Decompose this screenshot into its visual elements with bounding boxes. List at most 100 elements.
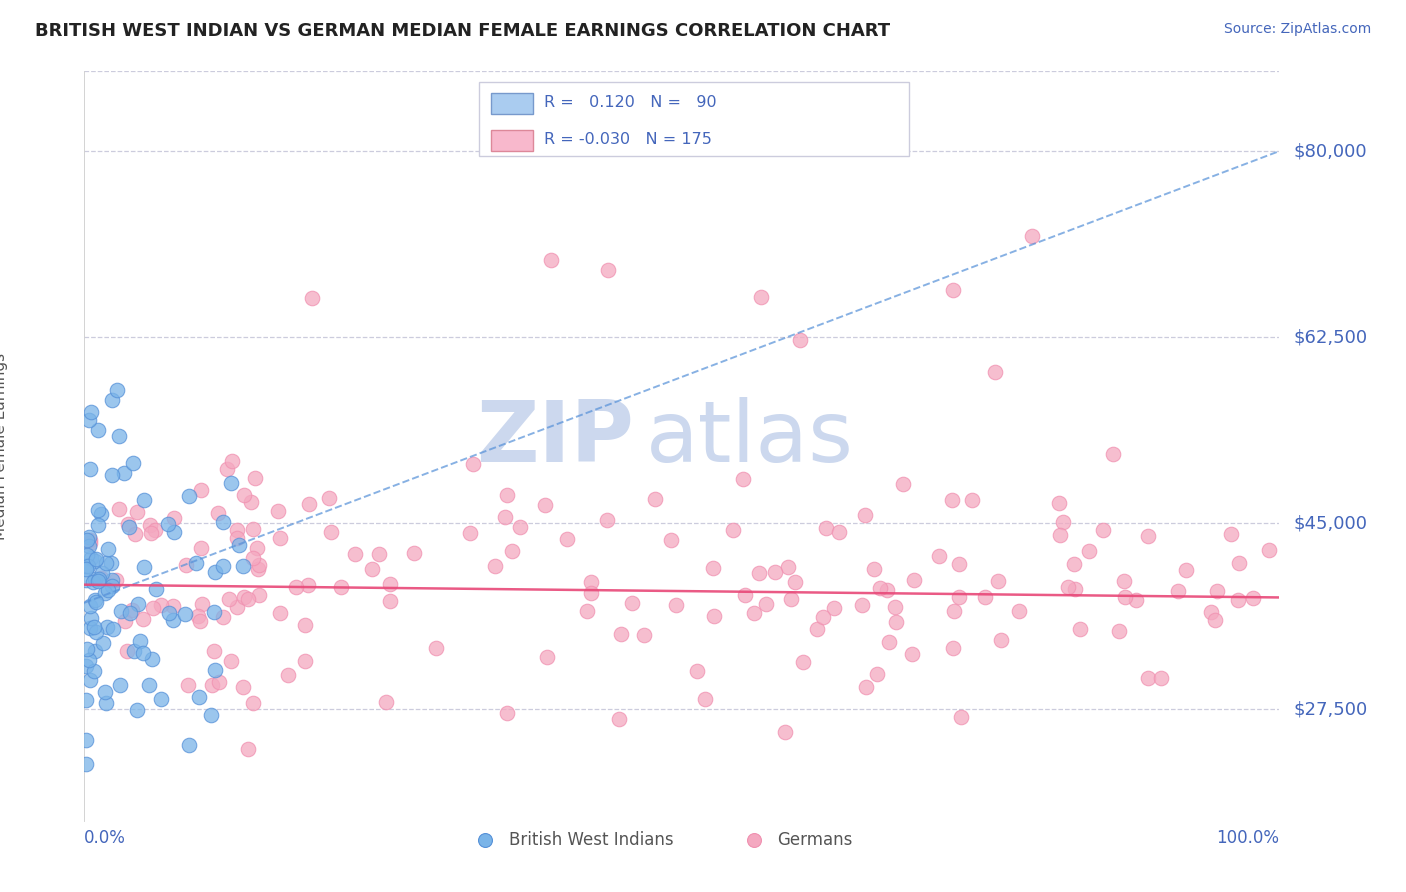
- Point: [792, 655, 814, 669]
- Point: [755, 598, 778, 612]
- Point: [806, 622, 828, 636]
- Point: [231, 680, 253, 694]
- Point: [941, 283, 963, 297]
- Point: [124, 527, 146, 541]
- Point: [693, 692, 716, 706]
- Point: [879, 635, 901, 649]
- Point: [149, 691, 172, 706]
- Point: [139, 525, 162, 540]
- Point: [948, 590, 970, 604]
- Point: [533, 499, 555, 513]
- Point: [496, 488, 519, 502]
- Point: [75, 573, 97, 587]
- Point: [211, 515, 233, 529]
- Point: [228, 538, 250, 552]
- Point: [157, 606, 180, 620]
- Point: [94, 586, 117, 600]
- Point: [949, 710, 972, 724]
- Point: [1199, 605, 1222, 619]
- Point: [79, 529, 101, 543]
- Point: [277, 668, 299, 682]
- Point: [284, 580, 307, 594]
- Point: [460, 525, 482, 540]
- Point: [117, 516, 139, 531]
- Point: [246, 541, 269, 556]
- Point: [1227, 556, 1250, 570]
- Point: [84, 552, 107, 566]
- Point: [361, 561, 384, 575]
- Point: [100, 556, 122, 570]
- Point: [191, 597, 214, 611]
- Point: [368, 547, 391, 561]
- Point: [238, 592, 260, 607]
- Point: [734, 588, 756, 602]
- Point: [1136, 529, 1159, 543]
- Point: [94, 685, 117, 699]
- Point: [811, 609, 834, 624]
- Point: [120, 606, 142, 620]
- Point: [202, 606, 225, 620]
- Point: [86, 574, 108, 589]
- Point: [751, 290, 773, 304]
- Point: [742, 606, 765, 620]
- Point: [245, 470, 267, 484]
- Point: [1077, 544, 1099, 558]
- Point: [962, 493, 984, 508]
- Point: [219, 475, 242, 490]
- Point: [1021, 229, 1043, 244]
- Point: [143, 523, 166, 537]
- Point: [942, 641, 965, 656]
- Point: [105, 573, 128, 587]
- Point: [101, 622, 124, 636]
- Point: [665, 598, 688, 612]
- Point: [1114, 590, 1136, 604]
- Point: [91, 636, 114, 650]
- Point: [269, 531, 291, 545]
- Point: [97, 582, 120, 597]
- Point: [145, 582, 167, 596]
- Point: [77, 653, 100, 667]
- Point: [941, 493, 963, 508]
- Point: [84, 592, 107, 607]
- Point: [80, 551, 103, 566]
- Point: [484, 559, 506, 574]
- Point: [494, 510, 516, 524]
- Point: [783, 574, 806, 589]
- Point: [1205, 583, 1227, 598]
- Text: 0.0%: 0.0%: [84, 830, 127, 847]
- Point: [869, 581, 891, 595]
- Point: [659, 533, 682, 548]
- Point: [129, 634, 152, 648]
- Point: [233, 488, 256, 502]
- Point: [208, 674, 231, 689]
- Point: [134, 493, 156, 508]
- Point: [79, 533, 101, 547]
- Point: [82, 574, 104, 589]
- Point: [218, 591, 240, 606]
- Point: [162, 613, 184, 627]
- Point: [242, 696, 264, 710]
- Text: $62,500: $62,500: [1294, 328, 1368, 346]
- Point: [125, 703, 148, 717]
- Point: [75, 559, 97, 574]
- Point: [225, 599, 247, 614]
- Point: [686, 664, 709, 678]
- Point: [187, 690, 209, 704]
- Point: [87, 572, 110, 586]
- Point: [319, 525, 342, 540]
- Point: [1108, 624, 1130, 639]
- Point: [90, 571, 112, 585]
- Point: [607, 713, 630, 727]
- Point: [1049, 528, 1071, 542]
- Point: [226, 523, 249, 537]
- Point: [80, 405, 103, 419]
- Point: [1150, 671, 1173, 685]
- Point: [75, 756, 97, 771]
- Point: [579, 574, 602, 589]
- Point: [79, 462, 101, 476]
- Point: [79, 673, 101, 687]
- Point: [703, 608, 725, 623]
- Point: [866, 666, 889, 681]
- Point: [748, 566, 770, 580]
- Point: [118, 520, 141, 534]
